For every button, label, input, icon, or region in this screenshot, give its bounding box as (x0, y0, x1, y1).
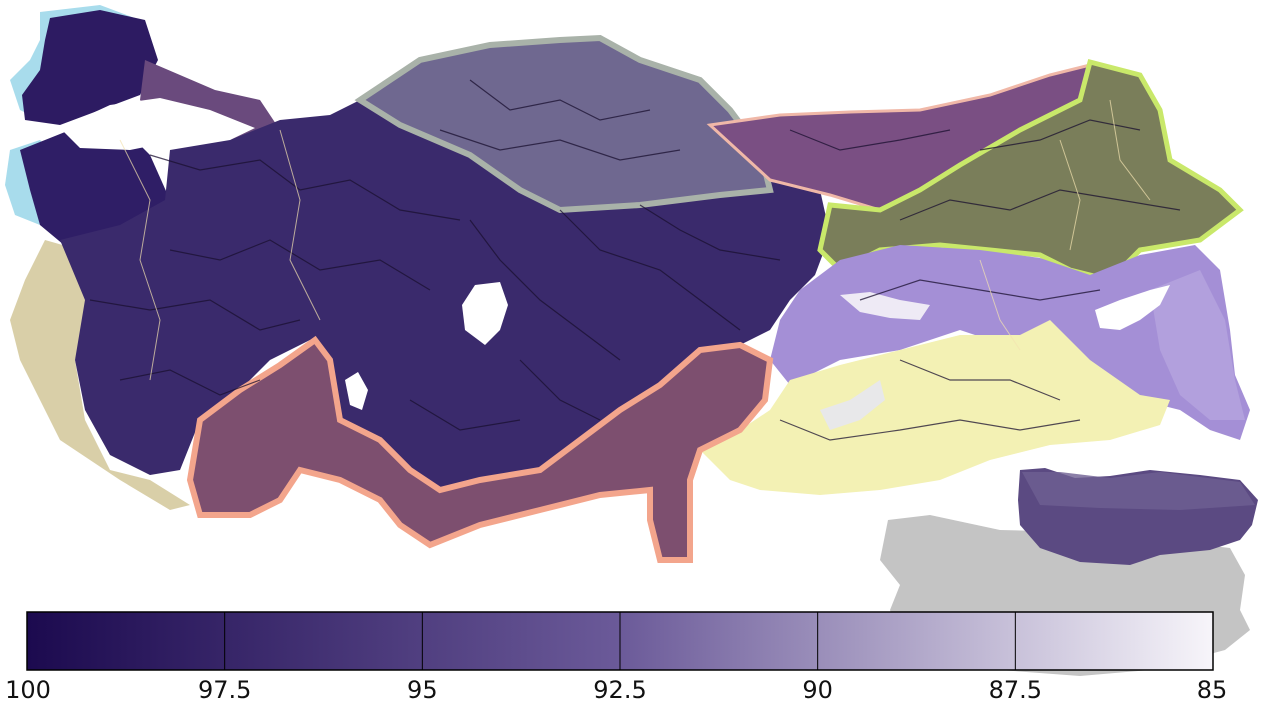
marmara-sea (60, 98, 255, 150)
van-lake (1095, 285, 1170, 330)
southeast-region (700, 320, 1170, 495)
legend-tick-label: 100 (5, 676, 51, 704)
legend-tick-label: 85 (1196, 676, 1228, 704)
mediterranean-region (186, 335, 774, 563)
legend-tick-label: 87.5 (988, 676, 1043, 704)
aegean-coast-region (10, 240, 190, 510)
province-boundaries (89, 79, 1181, 441)
legend-tick-label: 97.5 (197, 676, 252, 704)
northeast-region (817, 58, 1244, 283)
legend-tick-label: 95 (407, 676, 438, 704)
beysehir-lake (345, 372, 368, 410)
tuz-lake (462, 282, 508, 345)
province-boundaries-light (119, 99, 1151, 381)
east-anatolia-shade (1150, 270, 1245, 420)
legend-tick-label: 90 (802, 676, 833, 704)
inset-purple-light (1022, 472, 1255, 510)
thrace-region (22, 10, 158, 125)
ataturk-reservoir (820, 380, 885, 430)
legend-tick-label: 92.5 (593, 676, 647, 704)
legend-tick-marks (224, 612, 1016, 670)
